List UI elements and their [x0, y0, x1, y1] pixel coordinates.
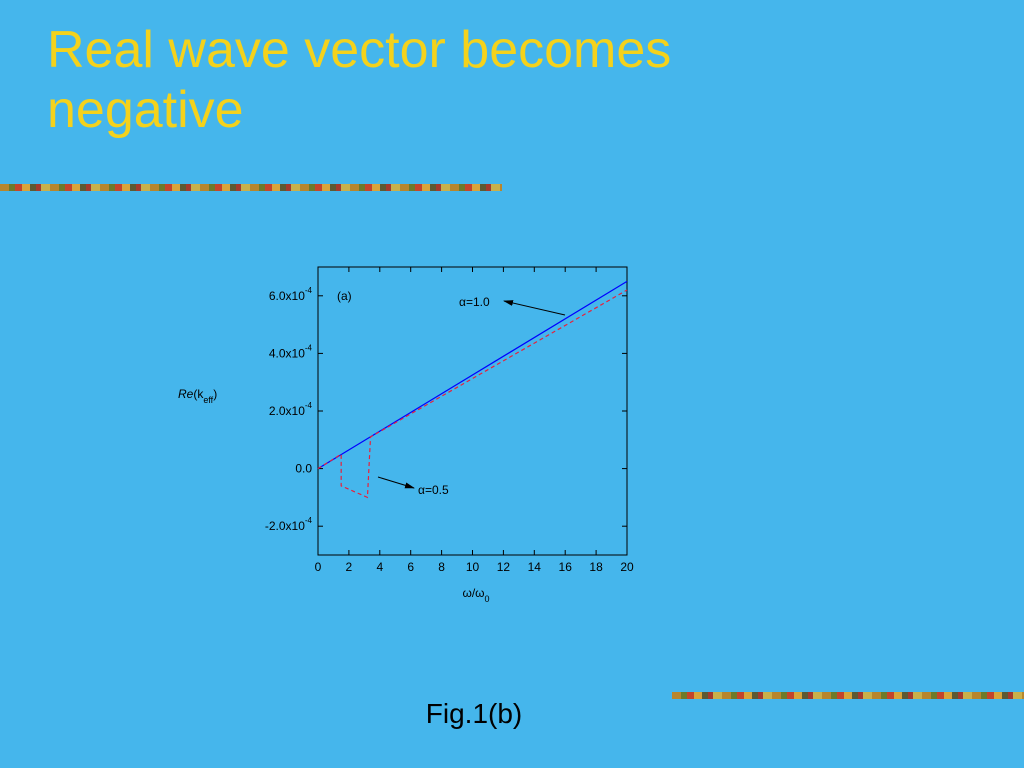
x-axis-label-main: ω/ω	[462, 586, 484, 600]
y-tick-label: -2.0x10-4	[265, 516, 313, 533]
x-tick-label: 0	[315, 560, 322, 574]
y-tick-mantissa: 4.0x10	[269, 346, 305, 360]
y-axis-label-end: )	[213, 387, 217, 401]
series-label: α=1.0	[459, 295, 490, 309]
y-tick-mantissa: 0.0	[295, 462, 312, 476]
x-tick-label: 12	[497, 560, 511, 574]
x-tick-label: 10	[466, 560, 480, 574]
y-tick-label: 6.0x10-4	[269, 286, 313, 303]
chart: 0 2 4 6 8 10 12 14 16 18 20-2.0x10-40.02.0x10-44.0…	[178, 266, 634, 604]
y-tick-mantissa: 6.0x10	[269, 289, 305, 303]
y-tick-label: 2.0x10-4	[269, 401, 313, 418]
x-tick-label: 14	[528, 560, 542, 574]
x-tick-label: 6	[407, 560, 414, 574]
decor-stripe	[672, 692, 1024, 699]
slide-title: Real wave vector becomes negative	[47, 21, 672, 139]
y-axis-label: Re(keff)	[178, 387, 217, 405]
decor-stripe	[0, 184, 502, 191]
y-tick-exponent: -4	[305, 286, 313, 295]
y-tick-label: 4.0x10-4	[269, 343, 313, 360]
x-tick-label: 18	[589, 560, 603, 574]
x-tick-label: 8	[438, 560, 445, 574]
x-axis-label-sub: 0	[485, 594, 490, 604]
y-tick-exponent: -4	[305, 401, 313, 410]
y-tick-mantissa: -2.0x10	[265, 519, 305, 533]
data-line	[317, 280, 628, 470]
x-axis-label: ω/ω0	[462, 586, 489, 604]
annotation-arrow	[503, 300, 566, 316]
x-tick-label: 4	[376, 560, 383, 574]
series-label: α=0.5	[418, 483, 449, 497]
y-tick-label: 0.0	[295, 462, 312, 476]
data-line	[317, 289, 628, 499]
y-tick-exponent: -4	[305, 343, 313, 352]
y-axis-label-sub: eff	[203, 395, 213, 405]
caption: Fig.1(b)	[425, 698, 523, 729]
panel-label: (a)	[337, 289, 352, 303]
y-tick-exponent: -4	[305, 516, 313, 525]
x-tick-label: 16	[559, 560, 573, 574]
x-tick-label: 20	[620, 560, 634, 574]
plot-frame	[317, 266, 628, 556]
annotation-arrow	[377, 476, 415, 489]
y-tick-mantissa: 2.0x10	[269, 404, 305, 418]
x-tick-label: 2	[346, 560, 353, 574]
y-axis-label-italic: Re	[178, 387, 194, 401]
y-axis-label-main: (k	[193, 387, 204, 401]
